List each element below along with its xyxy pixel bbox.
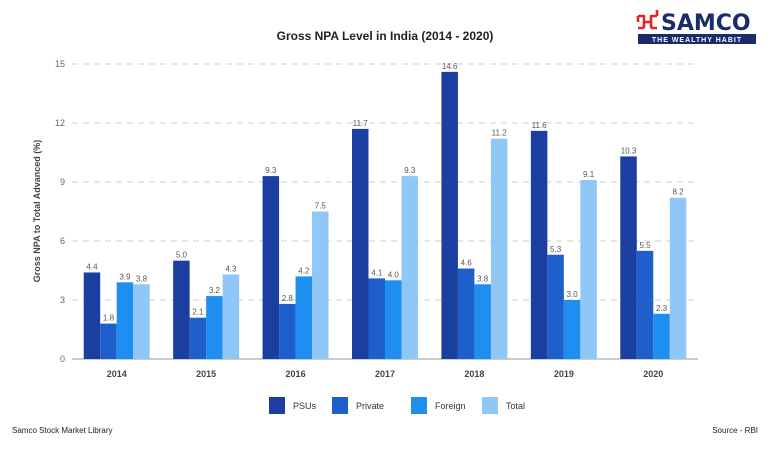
- bar-total-2016: [312, 211, 329, 359]
- data-label: 14.6: [442, 62, 458, 71]
- data-label: 3.2: [209, 286, 221, 295]
- bar-total-2018: [490, 138, 508, 359]
- data-label: 7.5: [315, 202, 327, 211]
- y-tick-label: 6: [60, 236, 65, 246]
- category-label: 2018: [464, 369, 484, 379]
- data-label: 11.6: [532, 121, 548, 130]
- bar-total-2014: [133, 284, 150, 359]
- data-label: 8.2: [672, 188, 684, 197]
- data-labels: 4.4 1.8 3.9 3.8 5.0 2.1 3.2 4.3 9.3 2.8 4.2 7.5 11.7…: [86, 62, 684, 323]
- bar-psus-2016: [262, 176, 280, 359]
- tagline-bar: [638, 34, 756, 44]
- bar-private-2019: [547, 254, 564, 359]
- bars: [83, 71, 687, 359]
- category-label: 2015: [196, 369, 216, 379]
- swastik-logo-icon: [636, 10, 659, 30]
- samco-logo: SAMCO THE WEALTHY HABIT: [636, 10, 756, 44]
- data-label: 2.3: [656, 304, 668, 313]
- category-label: 2014: [107, 369, 127, 379]
- bar-foreign-2017: [385, 280, 402, 359]
- legend-swatch-foreign: [411, 397, 427, 414]
- brand-name: SAMCO: [661, 11, 751, 36]
- bar-total-2020: [669, 197, 687, 359]
- y-tick-label: 0: [60, 354, 65, 364]
- bar-total-2015: [222, 274, 240, 359]
- y-tick-label: 3: [60, 295, 65, 305]
- bar-total-2017: [401, 176, 418, 359]
- data-label: 3.9: [119, 272, 131, 281]
- data-label: 11.2: [492, 129, 508, 138]
- legend: PSUs Private Foreign Total: [269, 397, 525, 414]
- bar-foreign-2016: [295, 276, 313, 359]
- data-label: 4.1: [371, 268, 383, 277]
- data-label: 5.3: [550, 245, 562, 254]
- bar-private-2014: [100, 323, 117, 359]
- data-label: 5.0: [176, 251, 188, 260]
- bar-foreign-2019: [563, 300, 581, 359]
- y-tick-labels: 0 3 6 9 12 15: [55, 59, 65, 364]
- y-tick-label: 12: [55, 118, 65, 128]
- data-label: 4.6: [461, 259, 473, 268]
- data-label: 9.3: [404, 166, 416, 175]
- data-label: 4.3: [225, 264, 237, 273]
- brand-tagline: THE WEALTHY HABIT: [652, 37, 742, 44]
- data-label: 4.4: [86, 262, 98, 271]
- y-tick-label: 15: [55, 59, 65, 69]
- legend-label-private: Private: [356, 401, 384, 411]
- bar-private-2016: [279, 303, 296, 359]
- bar-foreign-2018: [474, 284, 491, 359]
- bar-psus-2015: [173, 260, 190, 359]
- data-label: 11.7: [353, 119, 369, 128]
- data-label: 3.0: [567, 290, 579, 299]
- data-label: 9.3: [265, 166, 277, 175]
- bar-foreign-2014: [116, 282, 134, 359]
- data-label: 3.8: [136, 274, 148, 283]
- data-label: 4.0: [388, 270, 400, 279]
- chart-title: Gross NPA Level in India (2014 - 2020): [277, 29, 494, 43]
- bar-psus-2017: [352, 128, 369, 359]
- category-labels: 2014 2015 2016 2017 2018 2019 2020: [107, 369, 664, 379]
- bar-psus-2020: [620, 156, 637, 359]
- bar-private-2020: [636, 250, 654, 359]
- legend-label-psus: PSUs: [293, 401, 317, 411]
- bar-private-2018: [457, 268, 475, 359]
- legend-swatch-psus: [269, 397, 285, 414]
- data-label: 9.1: [583, 170, 595, 179]
- y-axis-label: Gross NPA to Total Advanced (%): [32, 140, 42, 283]
- category-label: 2020: [643, 369, 663, 379]
- bar-foreign-2020: [653, 313, 670, 359]
- data-label: 3.8: [477, 274, 489, 283]
- bar-private-2015: [189, 317, 207, 359]
- data-label: 10.3: [621, 146, 637, 155]
- y-tick-label: 9: [60, 177, 65, 187]
- footer-source-library: Samco Stock Market Library: [12, 426, 112, 435]
- legend-swatch-private: [332, 397, 348, 414]
- data-label: 2.1: [192, 308, 204, 317]
- footer-source-rbi: Source - RBI: [712, 426, 758, 435]
- category-label: 2019: [554, 369, 574, 379]
- legend-swatch-total: [482, 397, 498, 414]
- bar-psus-2018: [441, 71, 458, 359]
- bar-psus-2019: [530, 130, 548, 359]
- bar-private-2017: [368, 278, 385, 359]
- data-label: 4.2: [298, 266, 310, 275]
- data-label: 2.8: [282, 294, 294, 303]
- bar-total-2019: [580, 180, 597, 359]
- legend-label-foreign: Foreign: [435, 401, 466, 411]
- data-label: 5.5: [639, 241, 651, 250]
- bar-psus-2014: [83, 272, 101, 359]
- data-label: 1.8: [103, 314, 115, 323]
- bar-foreign-2015: [206, 296, 223, 359]
- legend-label-total: Total: [506, 401, 525, 411]
- category-label: 2016: [286, 369, 306, 379]
- category-label: 2017: [375, 369, 395, 379]
